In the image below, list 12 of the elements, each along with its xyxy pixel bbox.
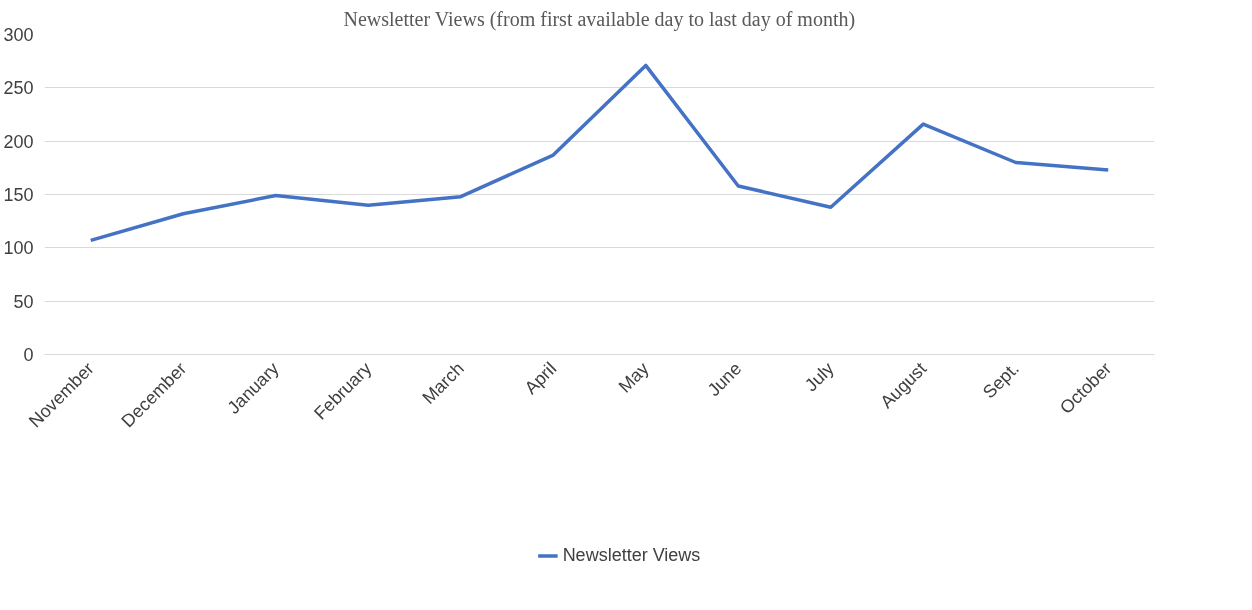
y-tick-label: 50 [13, 291, 34, 312]
y-tick-label: 200 [3, 131, 34, 152]
y-tick-label: 100 [3, 238, 34, 259]
y-tick-label: 300 [3, 25, 34, 45]
x-tick-label: May [614, 358, 653, 397]
x-tick-label: July [801, 358, 838, 396]
legend-label: Newsletter Views [562, 544, 701, 566]
y-tick-label: 250 [3, 78, 34, 99]
chart-title: Newsletter Views (from first available day to last day of month) [343, 7, 856, 31]
y-tick-label: 150 [3, 185, 34, 205]
line-series [89, 63, 1110, 243]
y-tick-label: 0 [23, 345, 34, 365]
